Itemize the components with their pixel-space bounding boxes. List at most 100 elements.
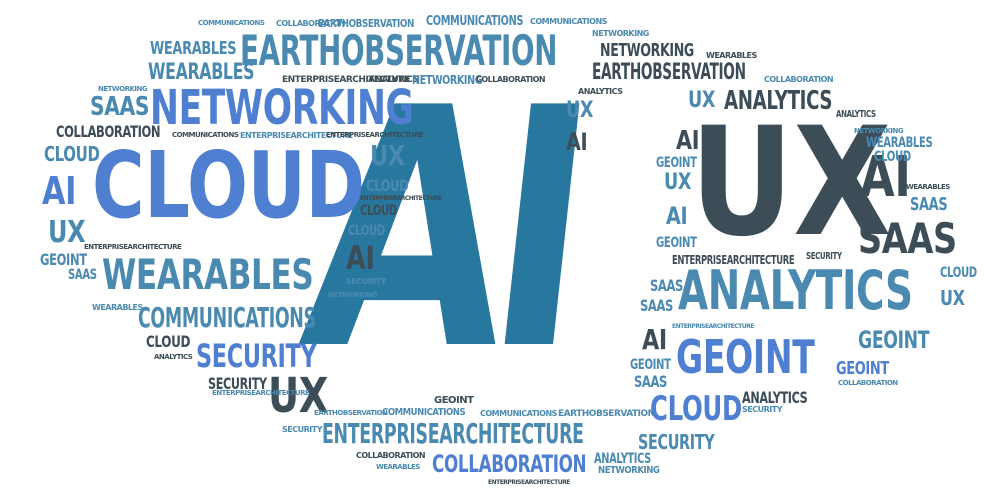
word-collaboration-tiny-bottom: COLLABORATION — [356, 451, 426, 460]
word-wearables-tiny-top: WEARABLES — [706, 51, 757, 60]
word-earthobservation-tiny-bottom: EARTHOBSERVATION — [314, 409, 388, 417]
word-earthobservation-tiny-top: EARTHOBSERVATION — [318, 17, 414, 30]
word-communications-tiny-left2: COMMUNICATIONS — [172, 131, 239, 139]
word-collaboration-tiny-right: COLLABORATION — [838, 379, 898, 387]
word-cloud-center-left-3: CLOUD — [348, 223, 385, 239]
word-enterprisearchitecture-tiny-center: ENTERPRISEARCHITECTURE — [672, 323, 754, 330]
word-enterprisearchitecture-tiny-left4: ENTERPRISEARCHITECTURE — [360, 195, 442, 202]
word-analytics-far-right: ANALYTICS — [836, 109, 876, 120]
word-collaboration-mid: COLLABORATION — [432, 450, 587, 478]
word-collaboration-small-top: COLLABORATION — [476, 75, 546, 84]
word-wearables-tiny-bottom: WEARABLES — [376, 463, 420, 471]
word-geoint-right-top: GEOINT — [656, 155, 697, 171]
word-wearables-far-right: WEARABLES — [866, 135, 933, 151]
word-saas-left: SAAS — [90, 92, 150, 122]
word-networking-small-bottom: NETWORKING — [598, 465, 660, 476]
word-saas-left-small: SAAS — [68, 267, 97, 283]
word-ux-left: UX — [268, 368, 328, 424]
word-enterprisearchitecture-right: ENTERPRISEARCHITECTURE — [672, 253, 795, 267]
word-enterprisearchitecture-tiny-left: ENTERPRISEARCHITECTURE — [240, 131, 353, 140]
word-communications-tiny-top: COMMUNICATIONS — [530, 17, 607, 26]
word-ai-left: AI — [42, 169, 77, 213]
word-networking-tiny-left: NETWORKING — [98, 85, 148, 93]
word-saas-right-low-3: SAAS — [634, 372, 667, 391]
word-collaboration-tiny-top: COLLABORATION — [276, 19, 346, 28]
word-security-tiny-center: SECURITY — [346, 277, 386, 286]
word-ai-right: AI — [860, 145, 911, 210]
word-geoint-right-mid: GEOINT — [656, 235, 697, 251]
word-earthobservation-large: EARTHOBSERVATION — [240, 26, 558, 75]
word-analytics-tiny-left: ANALYTICS — [154, 353, 193, 361]
word-cloud-far-right-2: CLOUD — [874, 149, 911, 165]
word-ai-right-low: AI — [642, 323, 667, 356]
word-enterprisearchitecture-mid: ENTERPRISEARCHITECTURE — [322, 417, 584, 450]
word-cloud-far-right: CLOUD — [940, 265, 977, 281]
word-analytics-large: ANALYTICS — [678, 259, 913, 322]
word-analytics-bottom-right: ANALYTICS — [742, 388, 808, 407]
word-saas-right-low-2: SAAS — [640, 296, 673, 315]
word-networking-large: NETWORKING — [150, 80, 414, 136]
word-networking-top: NETWORKING — [600, 40, 694, 61]
word-geoint-far-right: GEOINT — [858, 326, 930, 354]
word-cloud-left-small: CLOUD — [44, 142, 100, 166]
word-ai-center-right: AI — [566, 128, 588, 156]
word-wearables-large: WEARABLES — [102, 250, 314, 299]
word-communications-mid: COMMUNICATIONS — [138, 301, 316, 334]
word-cloud-left-low: CLOUD — [146, 332, 191, 351]
word-ux-right-top: UX — [688, 88, 716, 113]
word-security-far-right: SECURITY — [806, 251, 842, 262]
word-geoint-far-right-2: GEOINT — [836, 358, 889, 379]
word-communications-top: COMMUNICATIONS — [426, 14, 524, 29]
word-geoint-large: GEOINT — [676, 330, 815, 384]
word-ux-far-left: UX — [48, 215, 86, 250]
word-analytics-bottom: ANALYTICS — [594, 451, 651, 467]
word-ux-large: UX — [690, 96, 891, 270]
word-earthobservation-top-right: EARTHOBSERVATION — [592, 60, 746, 85]
word-ai-center-left: AI — [346, 239, 375, 277]
word-security-mid: SECURITY — [196, 337, 317, 375]
word-analytics-tiny-center: ANALYTICS — [578, 87, 623, 96]
word-wearables-tiny-right: WEARABLES — [906, 183, 950, 191]
word-wearables-left: WEARABLES — [148, 60, 255, 85]
word-communications-tiny-bottom: COMMUNICATIONS — [480, 409, 557, 418]
word-analytics-small-top: ANALYTICS — [368, 75, 419, 85]
word-networking-tiny-right: NETWORKING — [854, 127, 904, 135]
word-security-bottom: SECURITY — [638, 430, 715, 454]
word-enterprisearchitecture-tiny-bottom: ENTERPRISEARCHITECTURE — [212, 389, 310, 397]
word-networking-small-top: NETWORKING — [412, 73, 483, 87]
word-saas-far-right: SAAS — [910, 194, 948, 215]
word-ux-center-right: UX — [566, 98, 594, 123]
word-geoint-right-low: GEOINT — [630, 357, 671, 373]
word-ai-right-top: AI — [676, 126, 700, 156]
word-saas-right: SAAS — [858, 214, 957, 263]
word-enterprisearchitecture-tiny-left2: ENTERPRISEARCHITECTURE — [326, 131, 424, 139]
word-cloud-bottom: CLOUD — [650, 389, 742, 429]
word-cloud-center-left: CLOUD — [366, 176, 409, 195]
word-collaboration-tiny-topright: COLLABORATION — [764, 75, 834, 84]
word-communications-tiny-left: COMMUNICATIONS — [198, 19, 265, 27]
word-earthobservation-small-bottom: EARTHOBSERVATION — [558, 409, 655, 419]
word-communications-small-bottom: COMMUNICATIONS — [382, 407, 466, 418]
word-security-tiny-right: SECURITY — [742, 405, 782, 414]
word-enterprisearchitecture-small-left: ENTERPRISEARCHITECTURE — [282, 75, 411, 85]
word-wearables-topleft: WEARABLES — [150, 38, 237, 59]
word-ux-right-mid: UX — [664, 170, 692, 195]
word-enterprisearchitecture-tiny-left3: ENTERPRISEARCHITECTURE — [84, 243, 182, 251]
word-geoint-left: GEOINT — [40, 250, 87, 269]
word-ux-center-left: UX — [370, 139, 405, 172]
word-cloud-large: CLOUD — [92, 132, 365, 239]
word-cloud-center-left-2: CLOUD — [360, 203, 397, 219]
word-enterprisearchitecture-tiny-bottom2: ENTERPRISEARCHITECTURE — [488, 479, 570, 486]
word-networking-tiny-center: NETWORKING — [328, 291, 378, 299]
word-networking-tiny-top: NETWORKING — [592, 29, 649, 38]
word-analytics-top-right: ANALYTICS — [724, 86, 833, 116]
word-ux-far-right: UX — [940, 286, 965, 310]
word-geoint-tiny-bottom: GEOINT — [434, 395, 474, 406]
word-security-tiny-bottom-left: SECURITY — [282, 425, 322, 434]
word-ai-right-mid: AI — [666, 202, 688, 230]
word-wearables-tiny-left: WEARABLES — [92, 303, 143, 312]
word-collaboration-left: COLLABORATION — [56, 122, 161, 141]
word-security-left-low: SECURITY — [208, 374, 267, 393]
word-saas-right-low: SAAS — [650, 276, 683, 295]
